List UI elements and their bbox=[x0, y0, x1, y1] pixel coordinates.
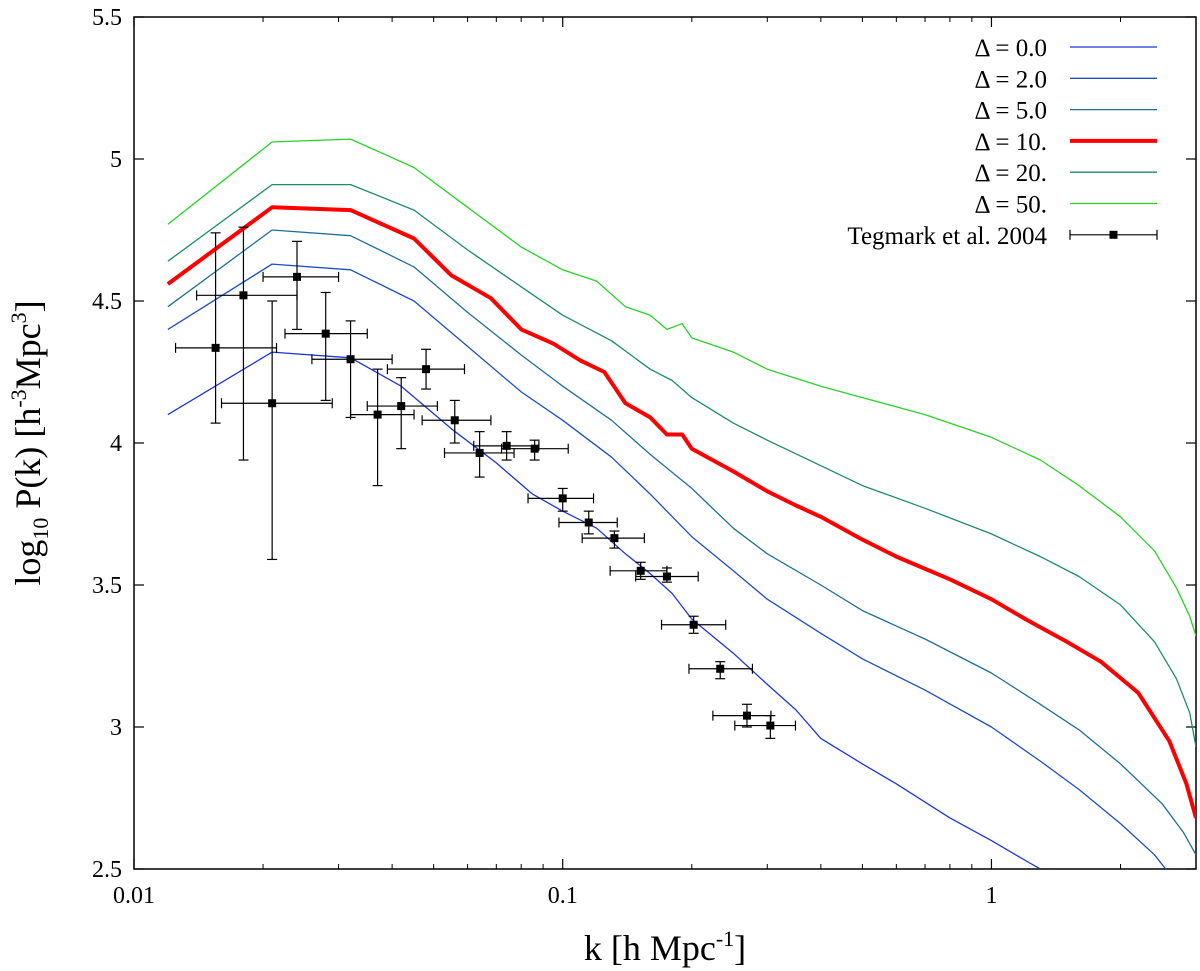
y-axis: 2.5 3 3.5 4 4.5 5 5.5 bbox=[92, 5, 1196, 883]
data-point-2 bbox=[220, 300, 333, 561]
series-line-0 bbox=[167, 351, 1041, 869]
x-tick-label: 1 bbox=[985, 883, 997, 909]
y-tick-label: 4.5 bbox=[92, 289, 122, 315]
series-line-2 bbox=[167, 229, 1196, 856]
y-tick-label: 5 bbox=[110, 147, 122, 173]
data-point-16 bbox=[609, 561, 668, 580]
data-marker bbox=[716, 664, 725, 673]
data-marker bbox=[422, 365, 431, 374]
legend-label: Δ = 5.0 bbox=[974, 98, 1047, 125]
x-tick-label: 0.1 bbox=[548, 883, 578, 909]
data-marker bbox=[373, 410, 382, 419]
data-point-14 bbox=[558, 510, 618, 535]
data-marker bbox=[239, 291, 248, 300]
data-marker bbox=[662, 572, 671, 581]
legend-label: Tegmark et al. 2004 bbox=[847, 223, 1047, 250]
data-point-21 bbox=[734, 715, 797, 739]
x-axis: 0.01 0.1 1 bbox=[113, 17, 1197, 909]
data-marker bbox=[502, 441, 511, 450]
legend: Δ = 0.0 Δ = 2.0 Δ = 5.0 Δ = 10. Δ = 20. Δ = 5… bbox=[847, 35, 1158, 250]
y-tick-label: 4 bbox=[110, 431, 122, 457]
legend-item-5: Δ = 50. bbox=[974, 192, 1157, 219]
data-point-15 bbox=[581, 530, 645, 549]
legend-label: Δ = 50. bbox=[974, 192, 1047, 219]
data-marker bbox=[397, 402, 406, 411]
legend-item-1: Δ = 2.0 bbox=[974, 66, 1157, 93]
tegmark-data-points bbox=[174, 226, 797, 739]
data-point-17 bbox=[635, 567, 699, 583]
data-point-19 bbox=[688, 661, 754, 680]
data-marker bbox=[268, 399, 277, 408]
legend-label: Δ = 2.0 bbox=[974, 66, 1047, 93]
legend-item-3: Δ = 10. bbox=[974, 129, 1157, 156]
legend-item-4: Δ = 20. bbox=[974, 160, 1157, 187]
legend-label: Δ = 0.0 bbox=[974, 35, 1047, 62]
series-line-1 bbox=[167, 263, 1167, 869]
data-point-7 bbox=[366, 377, 438, 450]
y-axis-title: log10 P(k) [h-3Mpc3] bbox=[6, 300, 53, 585]
data-point-1 bbox=[196, 226, 298, 461]
data-marker bbox=[321, 329, 330, 338]
data-point-18 bbox=[660, 615, 727, 634]
data-marker bbox=[450, 416, 459, 425]
y-tick-label: 3.5 bbox=[92, 573, 122, 599]
x-axis-title: k [h Mpc-1] bbox=[584, 926, 746, 968]
data-point-12 bbox=[500, 439, 569, 461]
data-marker bbox=[689, 620, 698, 629]
data-marker bbox=[346, 355, 355, 364]
series-line-4 bbox=[167, 183, 1196, 748]
data-point-3 bbox=[262, 240, 340, 330]
data-marker bbox=[636, 566, 645, 575]
legend-item-6: Tegmark et al. 2004 bbox=[847, 223, 1158, 250]
legend-item-2: Δ = 5.0 bbox=[974, 98, 1157, 125]
x-tick-label: 0.01 bbox=[113, 883, 155, 909]
data-point-20 bbox=[712, 703, 772, 728]
data-marker bbox=[558, 494, 567, 503]
legend-marker bbox=[1109, 230, 1118, 239]
data-marker bbox=[293, 272, 302, 281]
data-marker bbox=[584, 518, 593, 527]
model-curves bbox=[166, 138, 1196, 869]
data-marker bbox=[211, 343, 220, 352]
data-point-8 bbox=[386, 348, 466, 390]
data-marker bbox=[475, 448, 484, 457]
data-point-13 bbox=[527, 487, 595, 512]
data-point-5 bbox=[311, 320, 393, 419]
data-point-6 bbox=[349, 368, 415, 487]
data-point-0 bbox=[174, 232, 278, 424]
legend-label: Δ = 10. bbox=[974, 129, 1047, 156]
data-marker bbox=[610, 534, 619, 543]
data-marker bbox=[766, 721, 775, 730]
data-point-4 bbox=[284, 291, 368, 401]
legend-item-0: Δ = 0.0 bbox=[974, 35, 1157, 62]
data-marker bbox=[530, 444, 539, 453]
series-line-3 bbox=[166, 205, 1196, 819]
y-tick-label: 3 bbox=[110, 715, 122, 741]
y-tick-label: 2.5 bbox=[92, 857, 122, 883]
data-point-10 bbox=[443, 431, 515, 478]
y-tick-label: 5.5 bbox=[92, 5, 122, 31]
data-point-9 bbox=[421, 399, 492, 444]
legend-label: Δ = 20. bbox=[974, 160, 1047, 187]
data-marker bbox=[742, 711, 751, 720]
series-line-5 bbox=[167, 138, 1196, 637]
